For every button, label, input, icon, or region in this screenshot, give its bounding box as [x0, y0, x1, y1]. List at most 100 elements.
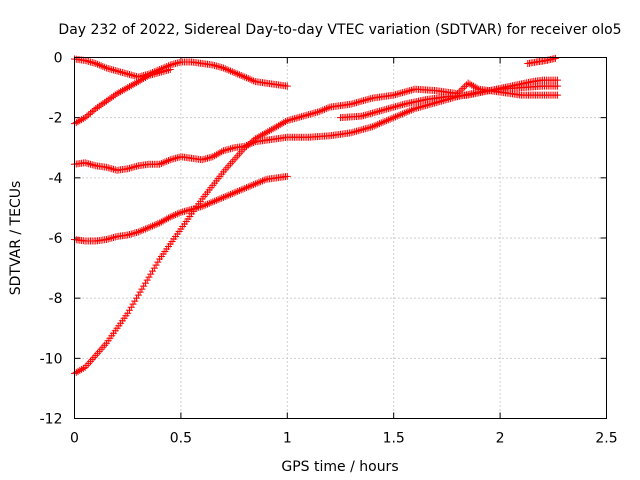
- data-point: [225, 191, 233, 199]
- data-point: [223, 146, 231, 154]
- data-point: [260, 176, 268, 184]
- data-point: [102, 163, 110, 171]
- data-point: [72, 119, 80, 127]
- data-point: [134, 291, 142, 299]
- data-point: [111, 67, 119, 75]
- data-point: [143, 224, 151, 232]
- data-point: [372, 121, 380, 129]
- data-point: [156, 219, 164, 227]
- data-point: [78, 116, 86, 124]
- data-point: [145, 223, 153, 231]
- data-point: [143, 276, 151, 284]
- data-point: [198, 156, 206, 164]
- data-point: [397, 101, 405, 109]
- data-point: [159, 217, 167, 225]
- y-tick-label: -4: [49, 171, 63, 187]
- data-point: [370, 109, 378, 117]
- data-point: [78, 365, 86, 373]
- data-point: [184, 206, 192, 214]
- data-point: [110, 165, 118, 173]
- data-point: [125, 230, 133, 238]
- y-tick-label: -10: [40, 351, 63, 367]
- y-tick-label: -12: [40, 412, 63, 428]
- data-point: [179, 208, 187, 216]
- data-point: [349, 100, 357, 108]
- data-point: [379, 118, 387, 126]
- data-point: [554, 82, 562, 90]
- data-point: [104, 235, 112, 243]
- data-point: [395, 102, 403, 110]
- data-point: [145, 72, 153, 80]
- data-point: [221, 65, 229, 73]
- data-point: [397, 111, 405, 119]
- data-point: [108, 93, 116, 101]
- data-point: [164, 157, 172, 165]
- data-point: [131, 163, 139, 171]
- data-point: [172, 211, 180, 219]
- data-point: [76, 117, 84, 125]
- data-point: [219, 193, 227, 201]
- data-point: [251, 135, 259, 143]
- data-point: [85, 111, 93, 119]
- data-point: [127, 71, 135, 79]
- data-point: [228, 144, 236, 152]
- data-point: [278, 120, 286, 128]
- data-point: [354, 127, 362, 135]
- data-point: [81, 114, 89, 122]
- data-point: [404, 87, 412, 95]
- data-point: [81, 57, 89, 65]
- data-point: [92, 105, 100, 113]
- data-point: [289, 115, 297, 123]
- data-point: [360, 112, 368, 120]
- data-point: [152, 220, 160, 228]
- data-point: [221, 146, 229, 154]
- data-point: [356, 98, 364, 106]
- data-point: [106, 65, 114, 73]
- data-point: [94, 60, 102, 68]
- data-point: [125, 306, 133, 314]
- data-point: [361, 125, 369, 133]
- data-point: [125, 71, 133, 79]
- data-point: [156, 69, 164, 77]
- data-point: [111, 91, 119, 99]
- data-point: [470, 82, 477, 90]
- data-point: [133, 79, 141, 87]
- data-point: [321, 105, 329, 113]
- data-point: [157, 160, 165, 168]
- data-point: [282, 118, 290, 126]
- data-point: [161, 216, 169, 224]
- data-point: [393, 112, 401, 120]
- data-point: [317, 107, 325, 115]
- data-point: [129, 163, 137, 171]
- data-point: [393, 102, 401, 110]
- data-point: [134, 78, 142, 86]
- data-point: [131, 297, 139, 305]
- data-point: [125, 164, 133, 172]
- data-point: [234, 70, 242, 78]
- data-point: [308, 110, 316, 118]
- data-point: [131, 229, 139, 237]
- data-point: [253, 134, 261, 142]
- data-point: [124, 309, 132, 317]
- series-track-b: [71, 66, 174, 128]
- data-point: [108, 66, 116, 74]
- data-point: [216, 195, 224, 203]
- data-point: [319, 106, 327, 114]
- data-point: [110, 233, 118, 241]
- data-point: [173, 210, 181, 218]
- data-point: [145, 273, 153, 281]
- data-point: [120, 69, 128, 77]
- data-point: [214, 196, 222, 204]
- data-point: [250, 136, 258, 144]
- data-point: [464, 79, 472, 87]
- data-point: [102, 236, 110, 244]
- data-point: [173, 154, 181, 162]
- data-point: [413, 104, 421, 112]
- data-point: [352, 127, 360, 135]
- data-point: [85, 160, 93, 168]
- data-point: [136, 77, 144, 85]
- data-point: [85, 58, 93, 66]
- data-point: [95, 61, 103, 69]
- data-point: [230, 189, 238, 197]
